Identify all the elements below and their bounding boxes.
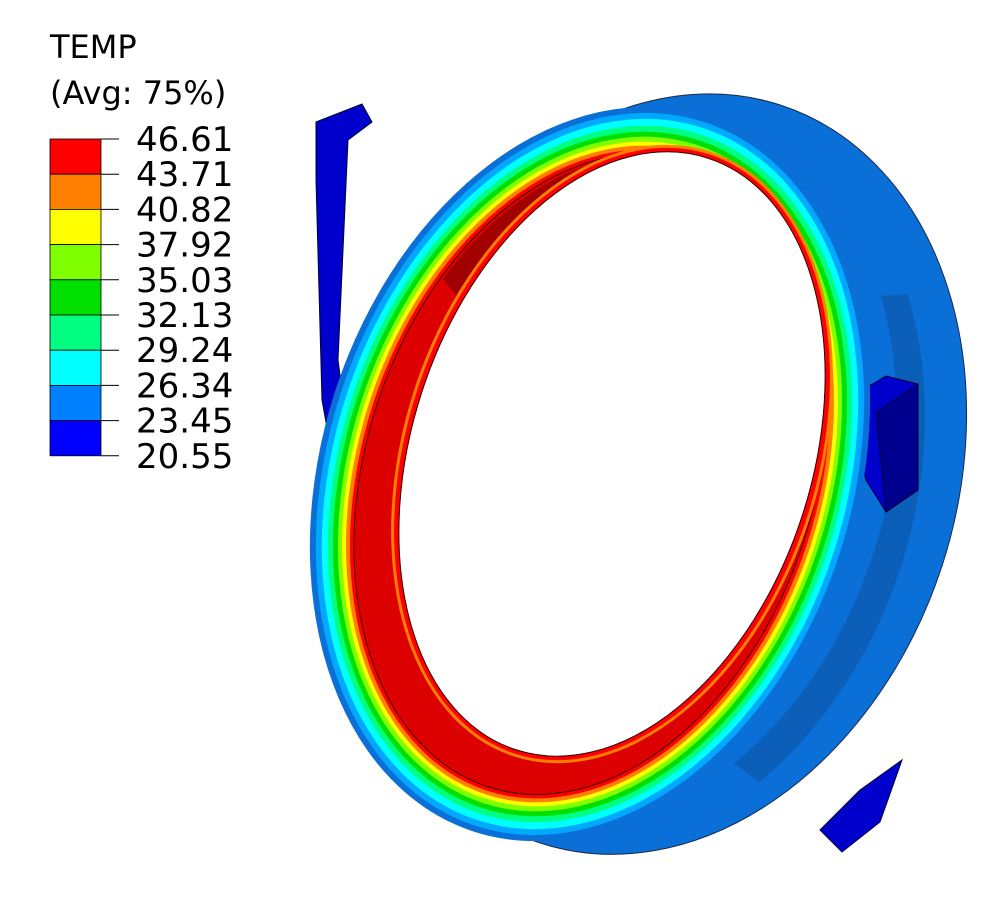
bore-opening (391, 144, 833, 764)
ring-model (309, 93, 968, 855)
legend-swatch (49, 208, 102, 245)
legend-swatch (49, 244, 102, 281)
legend-value-label: 46.61 (136, 120, 233, 160)
legend-swatch (49, 384, 102, 421)
legend-subtitle: (Avg: 75%) (50, 74, 226, 112)
lug-bottom-right (819, 758, 904, 853)
legend-swatch (49, 138, 102, 175)
legend: TEMP (Avg: 75%) 46.6143.7140.8237.9235.0… (49, 28, 233, 477)
legend-title: TEMP (49, 28, 137, 66)
legend-value-label: 37.92 (136, 226, 233, 266)
legend-swatch (49, 173, 102, 210)
legend-value-label: 20.55 (136, 437, 233, 477)
legend-swatch (49, 314, 102, 351)
legend-swatch (49, 349, 102, 386)
legend-value-label: 23.45 (136, 402, 233, 442)
bore-inner-surface (443, 156, 809, 308)
legend-value-label: 43.71 (136, 155, 233, 195)
outer-shell-shade (733, 294, 926, 783)
legend-swatch (49, 279, 102, 316)
legend-value-label: 40.82 (136, 190, 233, 230)
lug-right-face (875, 383, 919, 513)
legend-swatches (49, 138, 102, 457)
legend-value-label: 29.24 (136, 331, 233, 371)
legend-value-label: 32.13 (136, 296, 233, 336)
legend-swatch (49, 420, 102, 457)
legend-labels: 46.6143.7140.8237.9235.0332.1329.2426.34… (101, 120, 233, 477)
legend-value-label: 35.03 (136, 261, 233, 301)
legend-value-label: 26.34 (136, 366, 233, 406)
